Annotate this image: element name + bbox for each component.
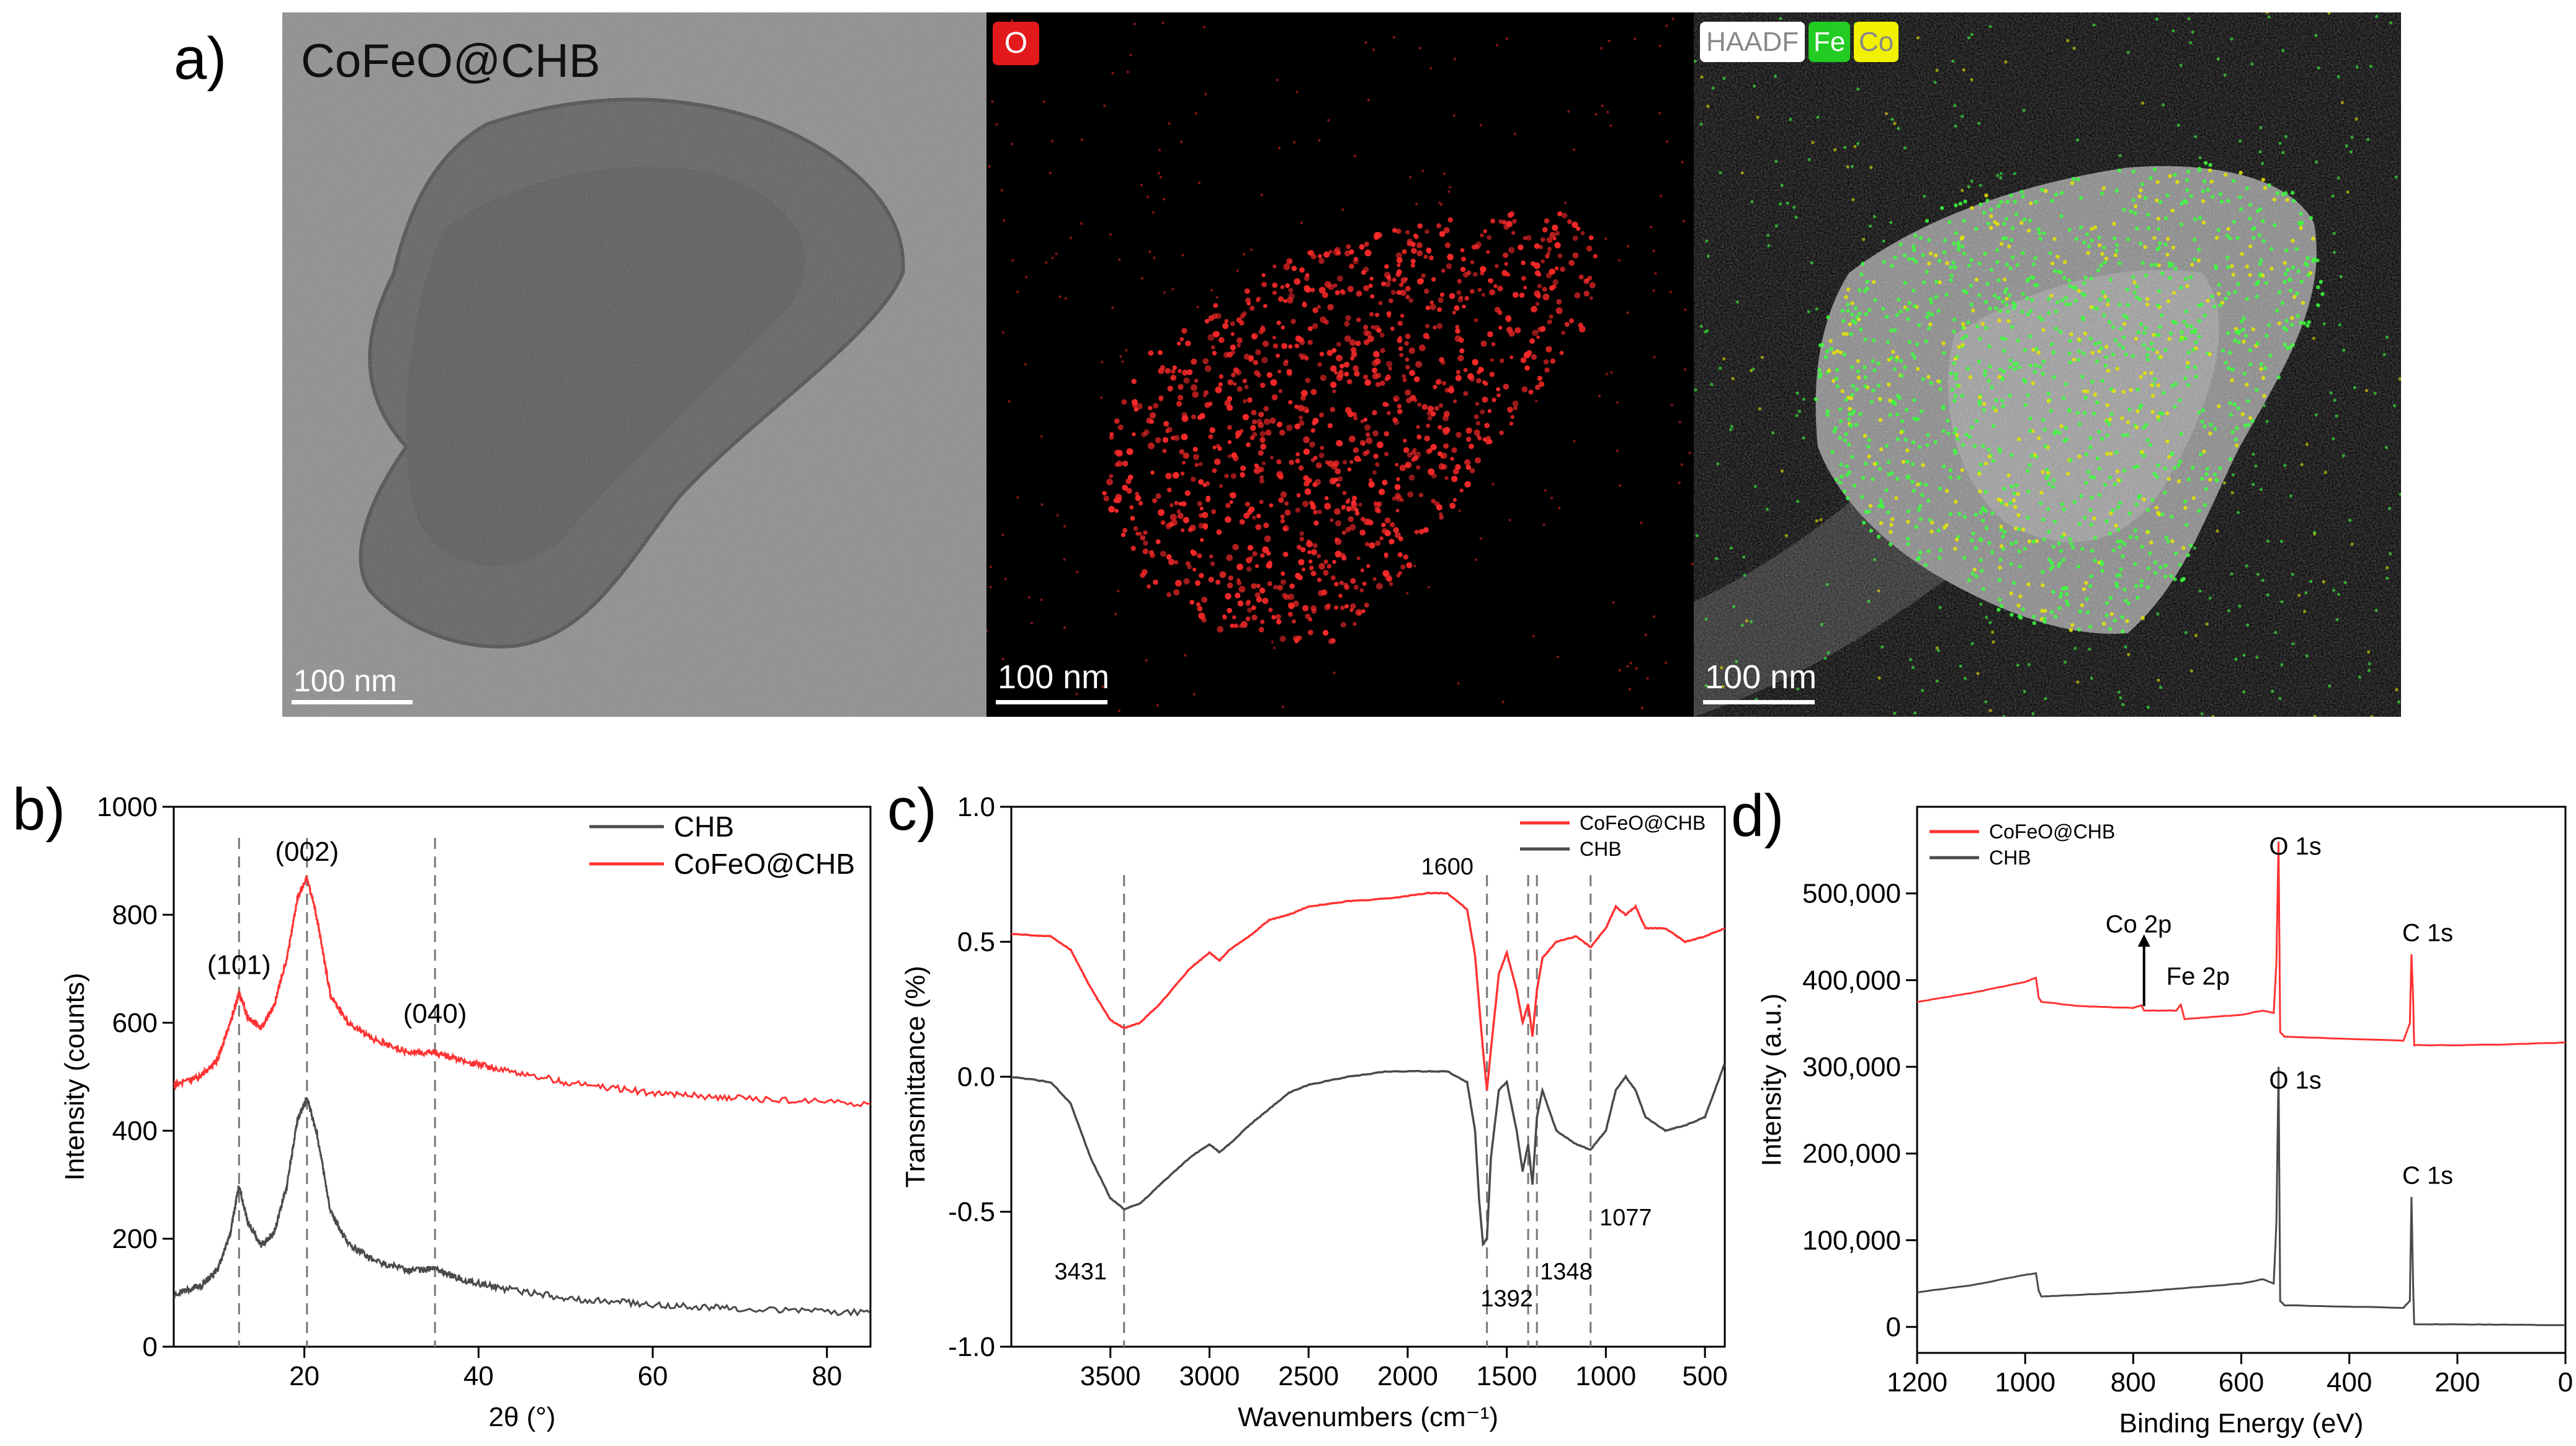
merge-tag-haadf: HAADF — [1700, 22, 1805, 62]
chart-d-y-tick-label: 100,000 — [1802, 1225, 1901, 1255]
chart-b-legend-label: CoFeO@CHB — [674, 848, 855, 880]
o-map-scale-bar-label: 100 nm — [998, 658, 1110, 696]
chart-b-x-tick-label: 20 — [289, 1361, 320, 1391]
chart-c-x-tick-label: 500 — [1682, 1361, 1727, 1391]
chart-b-x-tick-label: 80 — [812, 1361, 842, 1391]
merge-map-scale-bar-label: 100 nm — [1705, 658, 1817, 696]
panel-d-label: d) — [1731, 783, 1784, 849]
o-map-scale-bar — [996, 700, 1107, 704]
panel-b-label: b) — [12, 776, 66, 843]
chart-c-y-tick-label: 0.0 — [957, 1062, 995, 1092]
chart-b-annotation: (040) — [403, 999, 467, 1029]
chart-d-y-tick-label: 0 — [1886, 1312, 1901, 1342]
panel-c-label: c) — [887, 776, 937, 843]
chart-d-x-axis-label: Binding Energy (eV) — [2119, 1408, 2364, 1439]
tem-image: CoFeO@CHB 100 nm — [282, 12, 986, 717]
chart-d-x-tick-label: 400 — [2327, 1367, 2372, 1398]
chart-c-x-tick-label: 3500 — [1080, 1361, 1141, 1391]
chart-c-legend-label: CoFeO@CHB — [1580, 812, 1706, 834]
chart-c-annotation: 1392 — [1480, 1286, 1533, 1312]
chart-d-y-tick-label: 300,000 — [1802, 1052, 1901, 1082]
tem-scale-bar — [292, 700, 413, 704]
chart-d-series-chb — [1917, 1066, 2565, 1326]
chart-c-frame — [1010, 806, 1726, 1348]
chart-c-series-chb — [1011, 1062, 1725, 1247]
tem-scale-bar-label: 100 nm — [293, 663, 397, 698]
chart-b-y-tick-label: 800 — [112, 900, 158, 930]
chart-b-y-tick-label: 200 — [112, 1224, 158, 1254]
chart-c-ftir: 3500 3000 2500 2000 1500 1000 500 -1.0 -0.5 0.0 0.… — [900, 792, 1728, 1432]
chart-b-y-axis-label: Intensity (counts) — [60, 972, 90, 1180]
chart-d-annotation: C 1s — [2402, 1162, 2453, 1190]
chart-c-x-tick-label: 2000 — [1377, 1361, 1438, 1391]
chart-c-legend-label: CHB — [1580, 838, 1622, 860]
merge-tag-co-text: Co — [1859, 27, 1894, 57]
chart-c-y-axis-label: Transmittance (%) — [900, 966, 931, 1188]
chart-d-arrow-head — [2137, 934, 2150, 947]
chart-d-annotation: O 1s — [2269, 1067, 2321, 1094]
chart-c-x-tick-label: 3000 — [1179, 1361, 1240, 1391]
chart-d-legend-label: CoFeO@CHB — [1989, 820, 2115, 843]
panel-a-label: a) — [174, 25, 227, 92]
chart-c-annotation: 1600 — [1421, 854, 1474, 880]
chart-d-annotation: C 1s — [2402, 920, 2453, 947]
chart-d-x-tick-label: 1000 — [1995, 1367, 2055, 1398]
chart-d-x-tick-label: 1200 — [1887, 1367, 1948, 1398]
chart-c-y-tick-label: -1.0 — [948, 1332, 995, 1362]
chart-c-y-tick-label: 0.5 — [957, 927, 995, 958]
merge-map-image: HAADF Fe Co 100 nm — [1694, 12, 2401, 717]
chart-d-legend-label: CHB — [1989, 846, 2031, 869]
merge-tag-haadf-text: HAADF — [1706, 27, 1799, 57]
chart-d-annotation: Fe 2p — [2167, 963, 2230, 990]
chart-b-annotation: (002) — [275, 837, 339, 867]
chart-b-x-tick-label: 40 — [463, 1361, 494, 1391]
tem-sample-label: CoFeO@CHB — [301, 35, 601, 88]
chart-c-x-axis-label: Wavenumbers (cm⁻¹) — [1238, 1402, 1498, 1432]
chart-d-y-tick-label: 200,000 — [1802, 1139, 1901, 1169]
chart-d-x-tick-label: 0 — [2558, 1367, 2573, 1398]
chart-d-series-cofeochb — [1917, 842, 2565, 1047]
chart-c-annotation: 1077 — [1599, 1205, 1652, 1231]
chart-b-x-axis-label: 2θ (°) — [488, 1402, 555, 1432]
chart-c-annotation: 1348 — [1540, 1259, 1593, 1285]
chart-b-legend-label: CHB — [674, 811, 734, 843]
chart-c-x-tick-label: 2500 — [1278, 1361, 1339, 1391]
chart-c-y-tick-label: -0.5 — [948, 1197, 995, 1228]
chart-d-xps: 1200 1000 800 600 400 200 0 0 100,000 200,000 300,… — [1756, 806, 2573, 1439]
chart-d-x-tick-label: 200 — [2435, 1367, 2480, 1398]
chart-b-y-tick-label: 400 — [112, 1116, 158, 1146]
chart-b-annotation: (101) — [207, 950, 271, 981]
chart-b-y-tick-label: 1000 — [97, 792, 158, 822]
chart-d-annotation: O 1s — [2269, 833, 2321, 860]
chart-b-series-chb — [174, 1097, 870, 1317]
chart-b-frame — [172, 806, 872, 1348]
chart-d-annotation: Co 2p — [2106, 911, 2172, 938]
merge-tag-fe-text: Fe — [1813, 27, 1846, 57]
chart-c-x-tick-label: 1500 — [1477, 1361, 1537, 1391]
merge-tag-fe: Fe — [1809, 22, 1851, 62]
merge-tag-co: Co — [1854, 22, 1899, 62]
chart-d-y-tick-label: 500,000 — [1802, 879, 1901, 909]
chart-c-y-tick-label: 1.0 — [957, 792, 995, 822]
chart-c-series-cofeochb — [1011, 891, 1725, 1091]
chart-d-x-tick-label: 600 — [2219, 1367, 2264, 1398]
chart-d-frame — [1916, 806, 2567, 1354]
chart-b-x-tick-label: 60 — [638, 1361, 668, 1391]
chart-b-series-cofeochb — [174, 875, 870, 1108]
chart-d-x-tick-label: 800 — [2111, 1367, 2156, 1398]
merge-map-scale-bar — [1703, 700, 1815, 704]
chart-b-y-tick-label: 0 — [143, 1332, 158, 1362]
chart-c-annotation: 3431 — [1055, 1259, 1107, 1285]
chart-c-x-tick-label: 1000 — [1575, 1361, 1636, 1391]
o-map-image: O 100 nm — [986, 12, 1694, 717]
chart-b-y-tick-label: 600 — [112, 1008, 158, 1038]
chart-d-y-axis-label: Intensity (a.u.) — [1756, 994, 1787, 1167]
chart-d-y-tick-label: 400,000 — [1802, 965, 1901, 995]
o-map-tag: O — [993, 22, 1039, 65]
